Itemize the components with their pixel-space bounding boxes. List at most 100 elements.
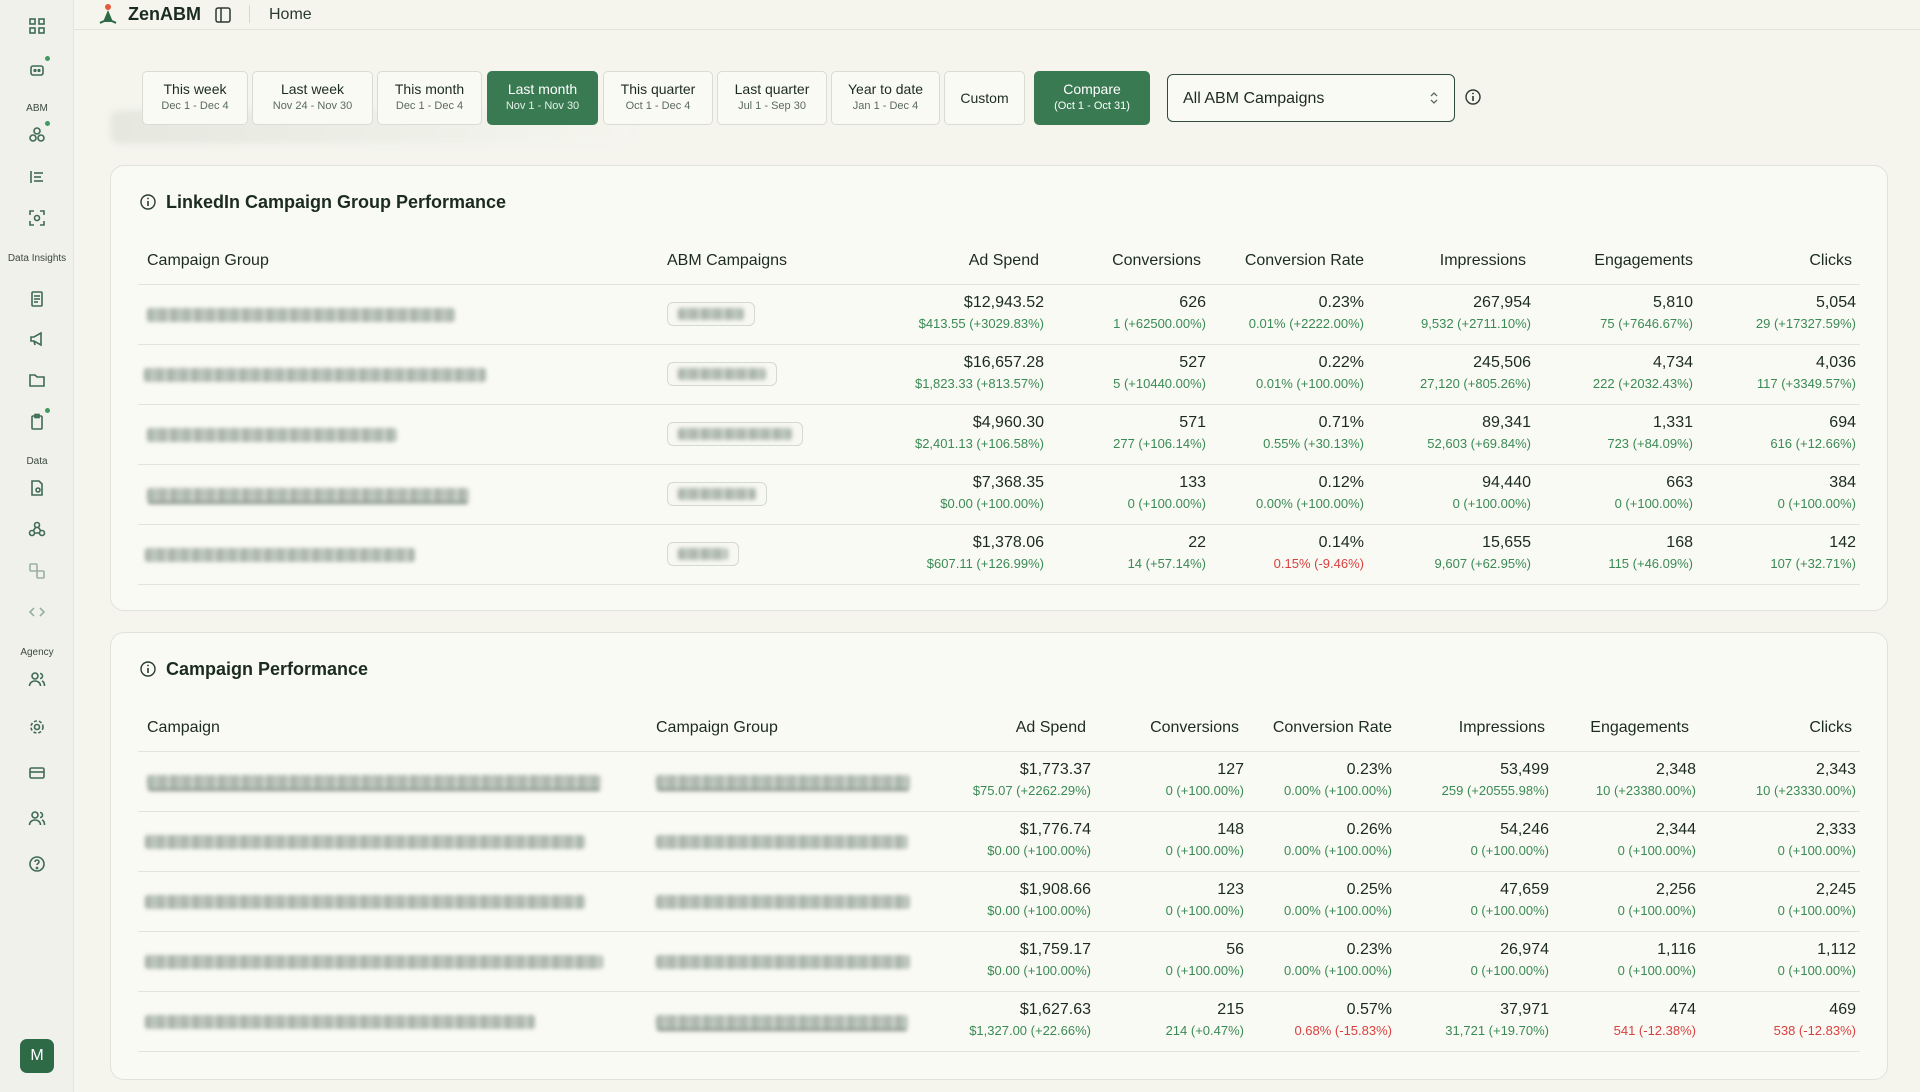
redacted-name-link[interactable]: [145, 1015, 535, 1029]
help-icon[interactable]: [25, 852, 49, 876]
metric-comparison: 259 (+20555.98%): [1441, 783, 1549, 798]
redacted-name-link[interactable]: [656, 775, 910, 789]
redacted-name-link[interactable]: [656, 835, 908, 849]
column-header[interactable]: Conversions: [1112, 252, 1201, 269]
column-header[interactable]: Clicks: [1809, 719, 1852, 736]
column-header[interactable]: Conversions: [1150, 719, 1239, 736]
card-title: LinkedIn Campaign Group Performance: [166, 192, 507, 212]
redacted-name-link[interactable]: [145, 548, 415, 562]
metric-value: 89,341: [1482, 414, 1531, 431]
abm-campaign-tag[interactable]: [667, 302, 755, 326]
redacted-name-link[interactable]: [145, 895, 585, 909]
redacted-name-link[interactable]: [656, 895, 910, 909]
info-icon[interactable]: [139, 660, 157, 678]
column-header[interactable]: Clicks: [1809, 252, 1852, 269]
metric-comparison: 1 (+62500.00%): [1113, 316, 1206, 331]
gear-icon[interactable]: [25, 715, 49, 739]
integration-icon[interactable]: [25, 559, 49, 583]
megaphone-icon[interactable]: [25, 327, 49, 351]
credit-card-icon[interactable]: [25, 761, 49, 785]
column-header[interactable]: Impressions: [1439, 252, 1526, 269]
column-header[interactable]: Conversion Rate: [1244, 252, 1364, 269]
metric-comparison: 0.55% (+30.13%): [1263, 436, 1364, 451]
avatar[interactable]: M: [20, 1039, 54, 1073]
sidebar-toggle-icon[interactable]: [214, 6, 232, 24]
period-this-week-button[interactable]: This week Dec 1 - Dec 4: [142, 71, 248, 125]
column-header[interactable]: Campaign: [147, 719, 220, 736]
redacted-name-link[interactable]: [147, 308, 455, 322]
metric-comparison: $607.11 (+126.99%): [926, 556, 1044, 571]
period-this-quarter-button[interactable]: This quarter Oct 1 - Dec 4: [603, 71, 713, 125]
metric-value: 0.12%: [1318, 474, 1364, 491]
dashboard-icon[interactable]: [25, 14, 49, 38]
webhook-icon[interactable]: [25, 517, 49, 541]
column-header[interactable]: Campaign Group: [147, 252, 269, 269]
divider: [249, 5, 250, 23]
column-header[interactable]: Impressions: [1458, 719, 1545, 736]
document-icon[interactable]: [25, 287, 49, 311]
period-custom-button[interactable]: Custom: [944, 71, 1025, 125]
metric-value: 571: [1179, 414, 1206, 431]
column-header[interactable]: ABM Campaigns: [667, 252, 788, 269]
chatbot-icon[interactable]: [25, 56, 50, 82]
period-last-week-button[interactable]: Last week Nov 24 - Nov 30: [252, 71, 373, 125]
metric-comparison: 222 (+2032.43%): [1592, 376, 1693, 391]
metric-value: 94,440: [1482, 474, 1531, 491]
metric-comparison: 115 (+46.09%): [1608, 556, 1693, 571]
breadcrumb[interactable]: Home: [269, 6, 312, 23]
metric-comparison: 0 (+100.00%): [1617, 963, 1696, 978]
compare-button[interactable]: Compare (Oct 1 - Oct 31): [1034, 71, 1150, 125]
period-last-month-button[interactable]: Last month Nov 1 - Nov 30: [487, 71, 598, 125]
users-icon[interactable]: [25, 667, 49, 691]
metric-value: 0.22%: [1318, 354, 1364, 371]
redacted-name-link[interactable]: [147, 775, 601, 789]
redacted-name-link[interactable]: [656, 955, 910, 969]
metric-comparison: 0 (+100.00%): [1165, 963, 1244, 978]
column-header[interactable]: Engagements: [1594, 252, 1693, 269]
column-header[interactable]: Campaign Group: [656, 719, 778, 736]
code-icon[interactable]: [25, 600, 49, 624]
abm-campaign-select[interactable]: All ABM Campaigns: [1167, 74, 1455, 122]
period-year-to-date-button[interactable]: Year to date Jan 1 - Dec 4: [831, 71, 940, 125]
metric-comparison: 0 (+100.00%): [1452, 496, 1531, 511]
divider: [138, 584, 1860, 585]
info-icon[interactable]: [1464, 88, 1482, 106]
info-icon[interactable]: [139, 193, 157, 211]
metric-value: 245,506: [1473, 354, 1531, 371]
list-icon[interactable]: [25, 165, 49, 189]
redacted-text: [678, 548, 728, 560]
divider: [138, 931, 1860, 932]
scan-icon[interactable]: [25, 206, 49, 230]
team-icon[interactable]: [25, 806, 49, 830]
column-header[interactable]: Ad Spend: [968, 252, 1039, 269]
metric-value: 663: [1666, 474, 1693, 491]
period-last-quarter-button[interactable]: Last quarter Jul 1 - Sep 30: [717, 71, 827, 125]
redacted-name-link[interactable]: [147, 428, 397, 442]
redacted-text: [678, 308, 744, 320]
redacted-name-link[interactable]: [145, 955, 603, 969]
abm-campaign-tag[interactable]: [667, 482, 767, 506]
file-search-icon[interactable]: [25, 476, 49, 500]
redacted-text: [678, 368, 766, 380]
metric-value: $1,776.74: [1019, 821, 1091, 838]
metric-value: $1,773.37: [1019, 761, 1091, 778]
period-this-month-button[interactable]: This month Dec 1 - Dec 4: [377, 71, 482, 125]
redacted-name-link[interactable]: [144, 368, 486, 382]
metric-comparison: 0 (+100.00%): [1777, 496, 1856, 511]
column-header[interactable]: Conversion Rate: [1272, 719, 1392, 736]
metric-value: $16,657.28: [963, 354, 1044, 371]
abm-campaign-tag[interactable]: [667, 422, 803, 446]
metric-comparison: 0 (+100.00%): [1617, 903, 1696, 918]
metric-comparison: $1,823.33 (+813.57%): [914, 376, 1044, 391]
redacted-name-link[interactable]: [145, 835, 585, 849]
redacted-name-link[interactable]: [147, 488, 469, 502]
redacted-name-link[interactable]: [656, 1015, 908, 1029]
column-header[interactable]: Ad Spend: [1015, 719, 1086, 736]
companies-icon[interactable]: [25, 121, 50, 147]
clipboard-icon[interactable]: [25, 408, 50, 434]
folder-icon[interactable]: [25, 368, 49, 392]
metric-value: 127: [1217, 761, 1244, 778]
column-header[interactable]: Engagements: [1590, 719, 1689, 736]
abm-campaign-tag[interactable]: [667, 542, 739, 566]
abm-campaign-tag[interactable]: [667, 362, 777, 386]
